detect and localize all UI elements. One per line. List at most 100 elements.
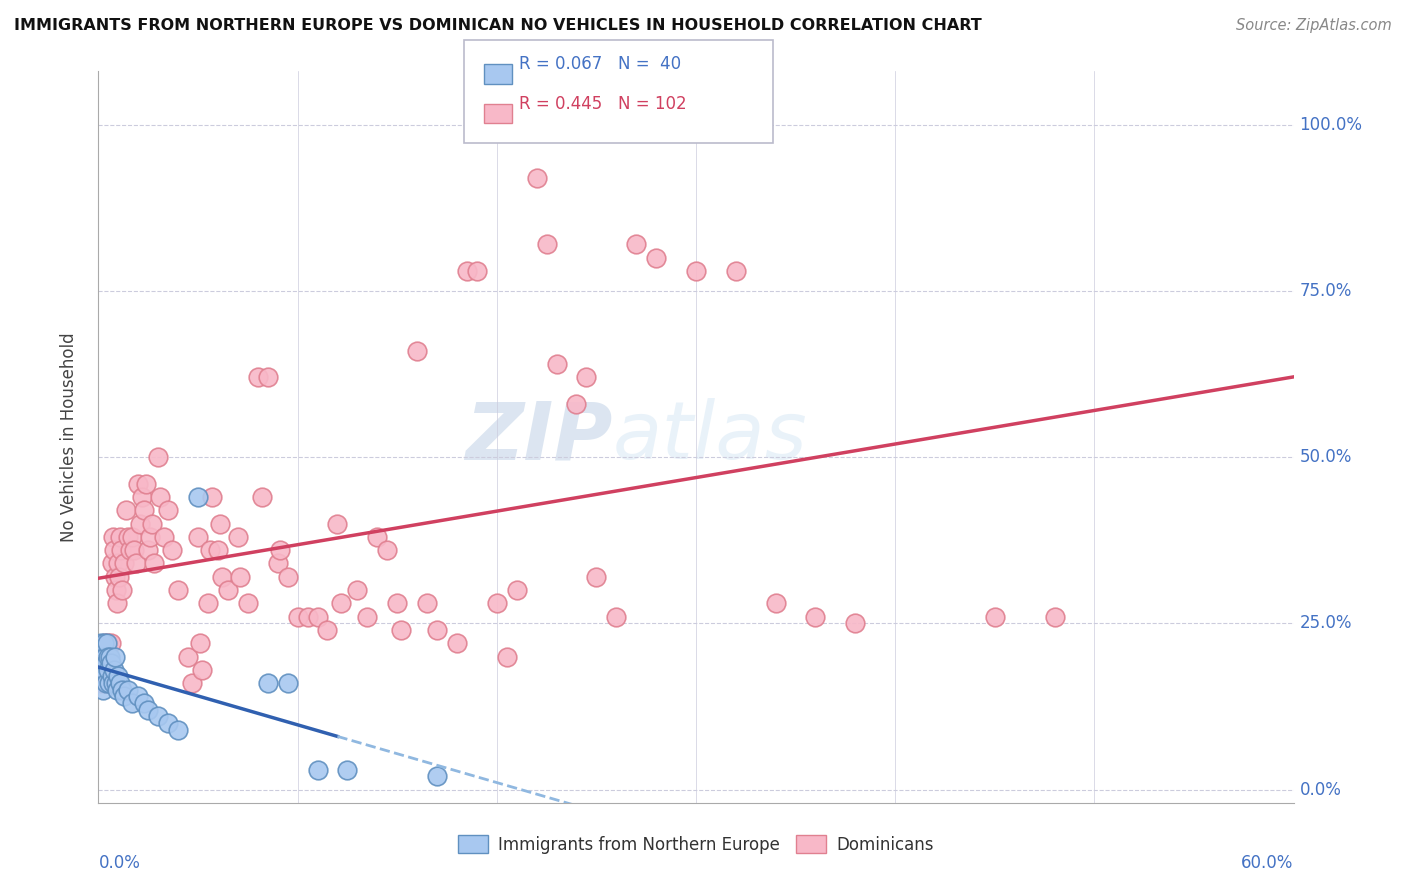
Point xyxy=(181,676,204,690)
Text: atlas: atlas xyxy=(613,398,807,476)
Point xyxy=(111,582,134,597)
Point xyxy=(626,237,648,252)
Point xyxy=(406,343,429,358)
Point xyxy=(277,676,299,690)
Point xyxy=(187,490,209,504)
Point xyxy=(110,543,132,558)
Point xyxy=(330,596,353,610)
Point xyxy=(127,690,149,704)
Text: ZIP: ZIP xyxy=(465,398,613,476)
Point xyxy=(93,649,115,664)
Text: 0.0%: 0.0% xyxy=(1299,780,1341,798)
Point xyxy=(546,357,568,371)
Point xyxy=(98,676,121,690)
Point xyxy=(844,616,866,631)
Point xyxy=(465,264,488,278)
Point xyxy=(93,663,115,677)
Point xyxy=(804,609,827,624)
Point xyxy=(121,530,143,544)
Point xyxy=(135,476,157,491)
Point xyxy=(198,543,221,558)
Point xyxy=(103,676,125,690)
Point xyxy=(121,696,143,710)
Text: 60.0%: 60.0% xyxy=(1241,854,1294,872)
Point xyxy=(107,557,129,571)
Point xyxy=(585,570,607,584)
Point xyxy=(536,237,558,252)
Point xyxy=(446,636,468,650)
Point xyxy=(153,530,176,544)
Point xyxy=(356,609,378,624)
Point xyxy=(526,170,548,185)
Text: 100.0%: 100.0% xyxy=(1299,116,1362,134)
Point xyxy=(495,649,517,664)
Y-axis label: No Vehicles in Household: No Vehicles in Household xyxy=(59,332,77,542)
Point xyxy=(136,703,159,717)
Point xyxy=(117,682,139,697)
Point xyxy=(108,570,131,584)
Point xyxy=(100,656,122,670)
Point xyxy=(160,543,183,558)
Text: Source: ZipAtlas.com: Source: ZipAtlas.com xyxy=(1236,18,1392,33)
Point xyxy=(103,543,125,558)
Point xyxy=(112,690,135,704)
Point xyxy=(208,516,231,531)
Point xyxy=(134,503,156,517)
Point xyxy=(236,596,259,610)
Point xyxy=(336,763,359,777)
Point xyxy=(685,264,707,278)
Point xyxy=(131,490,153,504)
Point xyxy=(101,557,124,571)
Point xyxy=(103,663,125,677)
Point xyxy=(765,596,787,610)
Point xyxy=(207,543,229,558)
Point xyxy=(316,623,339,637)
Point xyxy=(104,649,127,664)
Point xyxy=(105,682,128,697)
Point xyxy=(346,582,368,597)
Point xyxy=(565,397,588,411)
Point xyxy=(416,596,439,610)
Point xyxy=(157,716,180,731)
Point xyxy=(120,543,142,558)
Point xyxy=(297,609,319,624)
Point xyxy=(97,636,120,650)
Point xyxy=(100,636,122,650)
Point xyxy=(256,676,278,690)
Text: IMMIGRANTS FROM NORTHERN EUROPE VS DOMINICAN NO VEHICLES IN HOUSEHOLD CORRELATIO: IMMIGRANTS FROM NORTHERN EUROPE VS DOMIN… xyxy=(14,18,981,33)
Point xyxy=(104,570,127,584)
Point xyxy=(91,663,114,677)
Point xyxy=(129,516,152,531)
Point xyxy=(246,370,269,384)
Point xyxy=(226,530,249,544)
Point xyxy=(91,676,114,690)
Point xyxy=(148,709,170,723)
Point xyxy=(139,530,162,544)
Point xyxy=(124,543,146,558)
Text: 25.0%: 25.0% xyxy=(1299,615,1353,632)
Point xyxy=(426,769,449,783)
Point xyxy=(134,696,156,710)
Point xyxy=(93,636,115,650)
Point xyxy=(98,649,122,664)
Point xyxy=(112,557,135,571)
Point xyxy=(89,663,111,677)
Point xyxy=(485,596,508,610)
Point xyxy=(984,609,1007,624)
Point xyxy=(149,490,172,504)
Point xyxy=(94,636,117,650)
Point xyxy=(307,763,329,777)
Point xyxy=(167,723,190,737)
Point xyxy=(456,264,478,278)
Point xyxy=(605,609,627,624)
Point xyxy=(217,582,239,597)
Legend: Immigrants from Northern Europe, Dominicans: Immigrants from Northern Europe, Dominic… xyxy=(451,829,941,860)
Point xyxy=(197,596,219,610)
Point xyxy=(385,596,409,610)
Text: 75.0%: 75.0% xyxy=(1299,282,1353,300)
Point xyxy=(93,663,115,677)
Point xyxy=(111,682,134,697)
Point xyxy=(105,676,128,690)
Point xyxy=(96,636,118,650)
Point xyxy=(188,636,211,650)
